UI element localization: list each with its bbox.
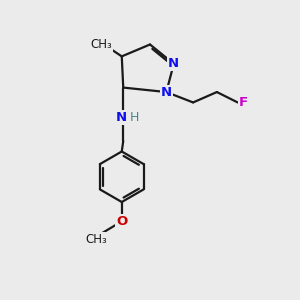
Text: N: N bbox=[168, 57, 179, 70]
Text: O: O bbox=[116, 215, 128, 228]
Text: CH₃: CH₃ bbox=[85, 233, 107, 246]
Text: N: N bbox=[116, 111, 127, 124]
Text: H: H bbox=[130, 111, 139, 124]
Text: F: F bbox=[238, 96, 247, 109]
Text: N: N bbox=[161, 85, 172, 98]
Text: CH₃: CH₃ bbox=[90, 38, 112, 51]
